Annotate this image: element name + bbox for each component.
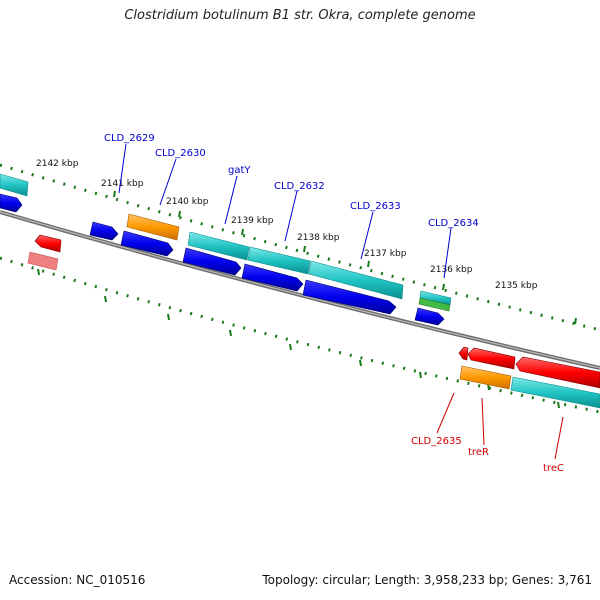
gene-feature-orange-treR[interactable] (459, 365, 512, 390)
map-title: Clostridium botulinum B1 str. Okra, comp… (124, 8, 476, 23)
major-ticks (37, 190, 577, 409)
bottom-leader-lines (436, 392, 564, 460)
tick-label-2140: 2140 kbp (166, 197, 209, 207)
accession-label: Accession: NC_010516 (9, 573, 146, 587)
reverse-features (27, 234, 600, 409)
gene-arrow-blue-2632[interactable] (241, 263, 304, 292)
forward-features (0, 173, 452, 312)
genome-stats-label: Topology: circular; Length: 3,958,233 bp… (262, 573, 592, 587)
gene-label-cld-2633[interactable]: CLD_2633 (350, 201, 401, 212)
tick-label-2136: 2136 kbp (430, 265, 473, 275)
tick-label-2142: 2142 kbp (36, 159, 79, 169)
gene-arrow-red-small[interactable] (458, 346, 469, 361)
gene-feature-cyan-2632[interactable] (247, 246, 311, 275)
gene-feature-cyan-left[interactable] (0, 173, 29, 197)
gene-label-cld-2634[interactable]: CLD_2634 (428, 218, 479, 229)
gene-feature-green-2634[interactable] (418, 297, 451, 312)
gene-label-cld-2635[interactable]: CLD_2635 (411, 436, 462, 447)
tick-label-2135: 2135 kbp (495, 281, 538, 291)
gene-feature-cyan-treC[interactable] (510, 376, 600, 409)
gene-arrow-red-treR[interactable] (467, 347, 516, 370)
gene-arrow-blue-2634[interactable] (414, 307, 445, 326)
gene-arrow-red-left[interactable] (34, 234, 62, 253)
gene-label-trer[interactable]: treR (468, 447, 489, 458)
gene-label-trec[interactable]: treC (543, 463, 564, 474)
gene-arrow-blue-left[interactable] (0, 193, 23, 213)
gene-feature-cyan-gatY[interactable] (187, 231, 250, 261)
gene-arrow-blue-2629[interactable] (89, 221, 119, 241)
tick-label-2137: 2137 kbp (364, 249, 407, 259)
gene-label-cld-2629[interactable]: CLD_2629 (104, 133, 155, 144)
tick-label-2138: 2138 kbp (297, 233, 340, 243)
gene-arrow-blue-2630[interactable] (120, 230, 174, 257)
gene-arrow-red-treC[interactable] (515, 356, 600, 389)
gene-label-cld-2630[interactable]: CLD_2630 (155, 148, 206, 159)
gene-arrow-blue-2633[interactable] (302, 279, 397, 315)
forward-arrows (0, 193, 445, 326)
gene-feature-cyan-2633[interactable] (308, 260, 404, 300)
gene-label-gaty[interactable]: gatY (228, 165, 251, 176)
tick-label-2141: 2141 kbp (101, 179, 144, 189)
gene-label-cld-2632[interactable]: CLD_2632 (274, 181, 325, 192)
gene-feature-pink-left[interactable] (27, 251, 59, 271)
gene-feature-orange-2630[interactable] (126, 213, 180, 241)
gene-arrow-blue-gatY[interactable] (182, 247, 242, 276)
top-leader-lines (118, 143, 452, 279)
tick-label-2139: 2139 kbp (231, 216, 274, 226)
